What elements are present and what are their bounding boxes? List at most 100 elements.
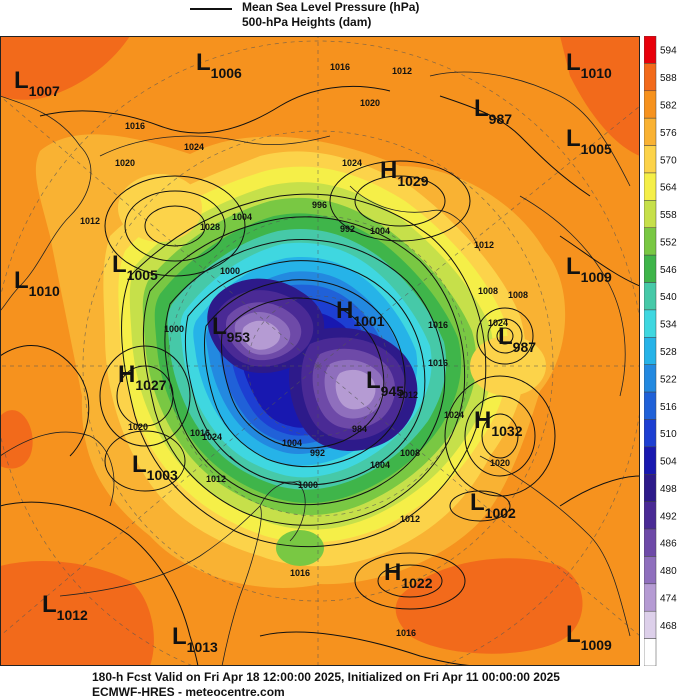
map-frame (0, 36, 640, 666)
colorbar-swatch (644, 90, 657, 119)
isobar-label: 984 (352, 424, 367, 434)
colorbar-swatch (644, 36, 657, 64)
colorbar-label: 510 (660, 429, 677, 440)
colorbar-label: 564 (660, 183, 677, 194)
height-fill-570-e-blob (470, 336, 546, 396)
isobar-label: 1012 (80, 216, 100, 226)
isobar-label: 1012 (392, 66, 412, 76)
isobar-label: 1000 (220, 266, 240, 276)
pressure-centers: L1007 L1006 L1010 L987 L1005 H1029 L1005… (14, 49, 612, 655)
colorbar-label: 552 (660, 237, 677, 248)
pressure-center-low: L1007 (14, 67, 60, 99)
colorbar-swatch (644, 474, 657, 502)
isobar-label: 1016 (125, 121, 145, 131)
map-footer: 180-h Fcst Valid on Fri Apr 18 12:00:00 … (0, 670, 681, 700)
height-colorbar: 594 588 582 576 570 564 558 552 546 540 534 528 522 5… (644, 36, 677, 666)
height-fill-552-s-blob (276, 530, 324, 566)
pressure-center-low: L1009 (566, 621, 612, 653)
isobar-label: 1012 (398, 390, 418, 400)
pressure-center-high: H1029 (380, 157, 429, 189)
height-fill-588-nw (0, 36, 130, 100)
colorbar-swatch (644, 63, 657, 92)
colorbar-label: 468 (660, 621, 677, 632)
colorbar-swatch (644, 501, 657, 530)
isobar-label: 1016 (428, 320, 448, 330)
colorbar-swatch (644, 556, 657, 585)
coastlines (0, 71, 631, 666)
isobar-label: 1008 (508, 290, 528, 300)
height-legend-label: 500-hPa Heights (dam) (242, 15, 372, 29)
isobar-legend-line (190, 8, 232, 10)
pressure-center-low: L1006 (196, 49, 242, 81)
pressure-center-low: L1005 (566, 125, 612, 157)
isobar-label: 1016 (428, 358, 448, 368)
pressure-center-low: L1013 (172, 623, 218, 655)
pressure-center-low: L1010 (566, 49, 612, 81)
isobar-label: 1024 (184, 142, 204, 152)
isobar-label: 1004 (282, 438, 302, 448)
pressure-center-low: L953 (212, 313, 250, 345)
isobar-label: 1024 (488, 318, 508, 328)
pressure-center-low: L987 (498, 323, 536, 355)
isobar-label: 992 (310, 448, 325, 458)
isobar-label: 1016 (330, 62, 350, 72)
isobar-label: 1004 (370, 460, 390, 470)
colorbar-label: 558 (660, 210, 677, 221)
pressure-center-high: H1032 (474, 407, 523, 439)
colorbar-label: 588 (660, 73, 677, 84)
isobar-label: 1012 (400, 514, 420, 524)
colorbar-label: 474 (660, 594, 677, 605)
colorbar-swatch (644, 145, 657, 174)
colorbar-label: 480 (660, 566, 677, 577)
colorbar-swatch (644, 227, 657, 256)
colorbar-swatch (644, 364, 657, 393)
isobar-label: 1016 (396, 628, 416, 638)
isobar-label: 1020 (360, 98, 380, 108)
colorbar-label: 528 (660, 347, 677, 358)
colorbar-swatch (644, 254, 657, 283)
colorbar-label: 546 (660, 265, 677, 276)
isobar-label: 1024 (444, 410, 464, 420)
colorbar-label: 504 (660, 457, 677, 468)
height-fill-474-east (335, 369, 376, 410)
colorbar-swatch (644, 638, 657, 666)
pressure-center-high: H1027 (118, 361, 167, 393)
colorbar-label: 492 (660, 511, 677, 522)
forecast-valid-text: 180-h Fcst Valid on Fri Apr 18 12:00:00 … (92, 670, 560, 684)
isobar-label: 1012 (206, 474, 226, 484)
colorbar-label: 534 (660, 320, 677, 331)
isobar-label: 1000 (298, 480, 318, 490)
isobar-legend-label: Mean Sea Level Pressure (hPa) (242, 0, 420, 14)
pressure-center-low: L1009 (566, 253, 612, 285)
colorbar-swatch (644, 200, 657, 228)
pressure-center-low: L1005 (112, 251, 158, 283)
colorbar-label: 516 (660, 402, 677, 413)
isobar-label: 1020 (490, 458, 510, 468)
colorbar-swatch (644, 172, 657, 201)
colorbar-label: 594 (660, 46, 677, 57)
colorbar-swatch (644, 583, 657, 612)
pressure-center-high: H1022 (384, 559, 433, 591)
colorbar-label: 570 (660, 155, 677, 166)
height-fill-588-ne (560, 36, 640, 156)
pressure-center-low: L1003 (132, 451, 178, 483)
isobar-label: 1012 (474, 240, 494, 250)
colorbar-label: 522 (660, 374, 677, 385)
colorbar-swatch (644, 446, 657, 475)
isobars (0, 85, 640, 666)
pressure-center-high: H1001 (336, 297, 385, 329)
pressure-center-low: L1002 (470, 489, 516, 521)
pressure-center-low: L1010 (14, 267, 60, 299)
height-fill-588-w (0, 410, 33, 469)
isobar-label: 1024 (342, 158, 362, 168)
isobar-label: 1008 (400, 448, 420, 458)
pressure-center-low: L987 (474, 95, 512, 127)
isobar-label: 996 (312, 200, 327, 210)
isobar-label: 1028 (200, 222, 220, 232)
isobar-label: 1000 (164, 324, 184, 334)
colorbar-label: 498 (660, 484, 677, 495)
colorbar-swatch (644, 610, 657, 639)
weather-map: 1016 1012 1020 1016 1020 1024 1028 1024 … (0, 36, 640, 666)
isobar-label: 1020 (128, 422, 148, 432)
isobar-label: 1008 (478, 286, 498, 296)
